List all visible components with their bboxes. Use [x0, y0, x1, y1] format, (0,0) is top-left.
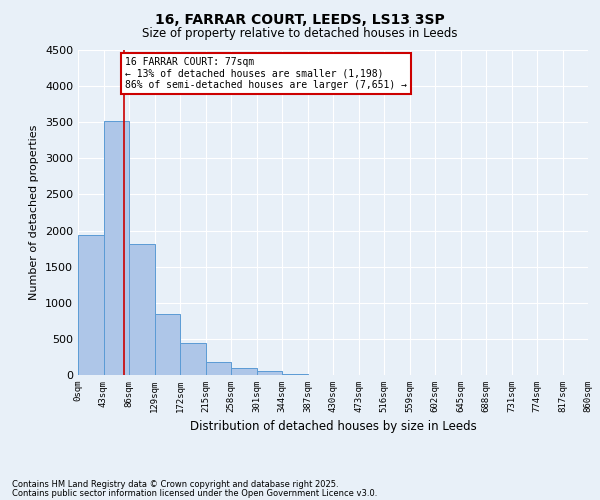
Bar	[282, 374, 308, 375]
Y-axis label: Number of detached properties: Number of detached properties	[29, 125, 40, 300]
Bar	[180, 342, 205, 375]
Text: Contains public sector information licensed under the Open Government Licence v3: Contains public sector information licen…	[12, 489, 377, 498]
Text: 16 FARRAR COURT: 77sqm
← 13% of detached houses are smaller (1,198)
86% of semi-: 16 FARRAR COURT: 77sqm ← 13% of detached…	[125, 57, 407, 90]
X-axis label: Distribution of detached houses by size in Leeds: Distribution of detached houses by size …	[190, 420, 476, 434]
Bar	[231, 368, 257, 375]
Text: Contains HM Land Registry data © Crown copyright and database right 2025.: Contains HM Land Registry data © Crown c…	[12, 480, 338, 489]
Text: Size of property relative to detached houses in Leeds: Size of property relative to detached ho…	[142, 28, 458, 40]
Text: 16, FARRAR COURT, LEEDS, LS13 3SP: 16, FARRAR COURT, LEEDS, LS13 3SP	[155, 12, 445, 26]
Bar	[78, 235, 104, 375]
Bar	[129, 244, 155, 375]
Bar	[155, 314, 180, 375]
Bar	[104, 121, 129, 375]
Bar	[205, 362, 231, 375]
Bar	[257, 370, 282, 375]
